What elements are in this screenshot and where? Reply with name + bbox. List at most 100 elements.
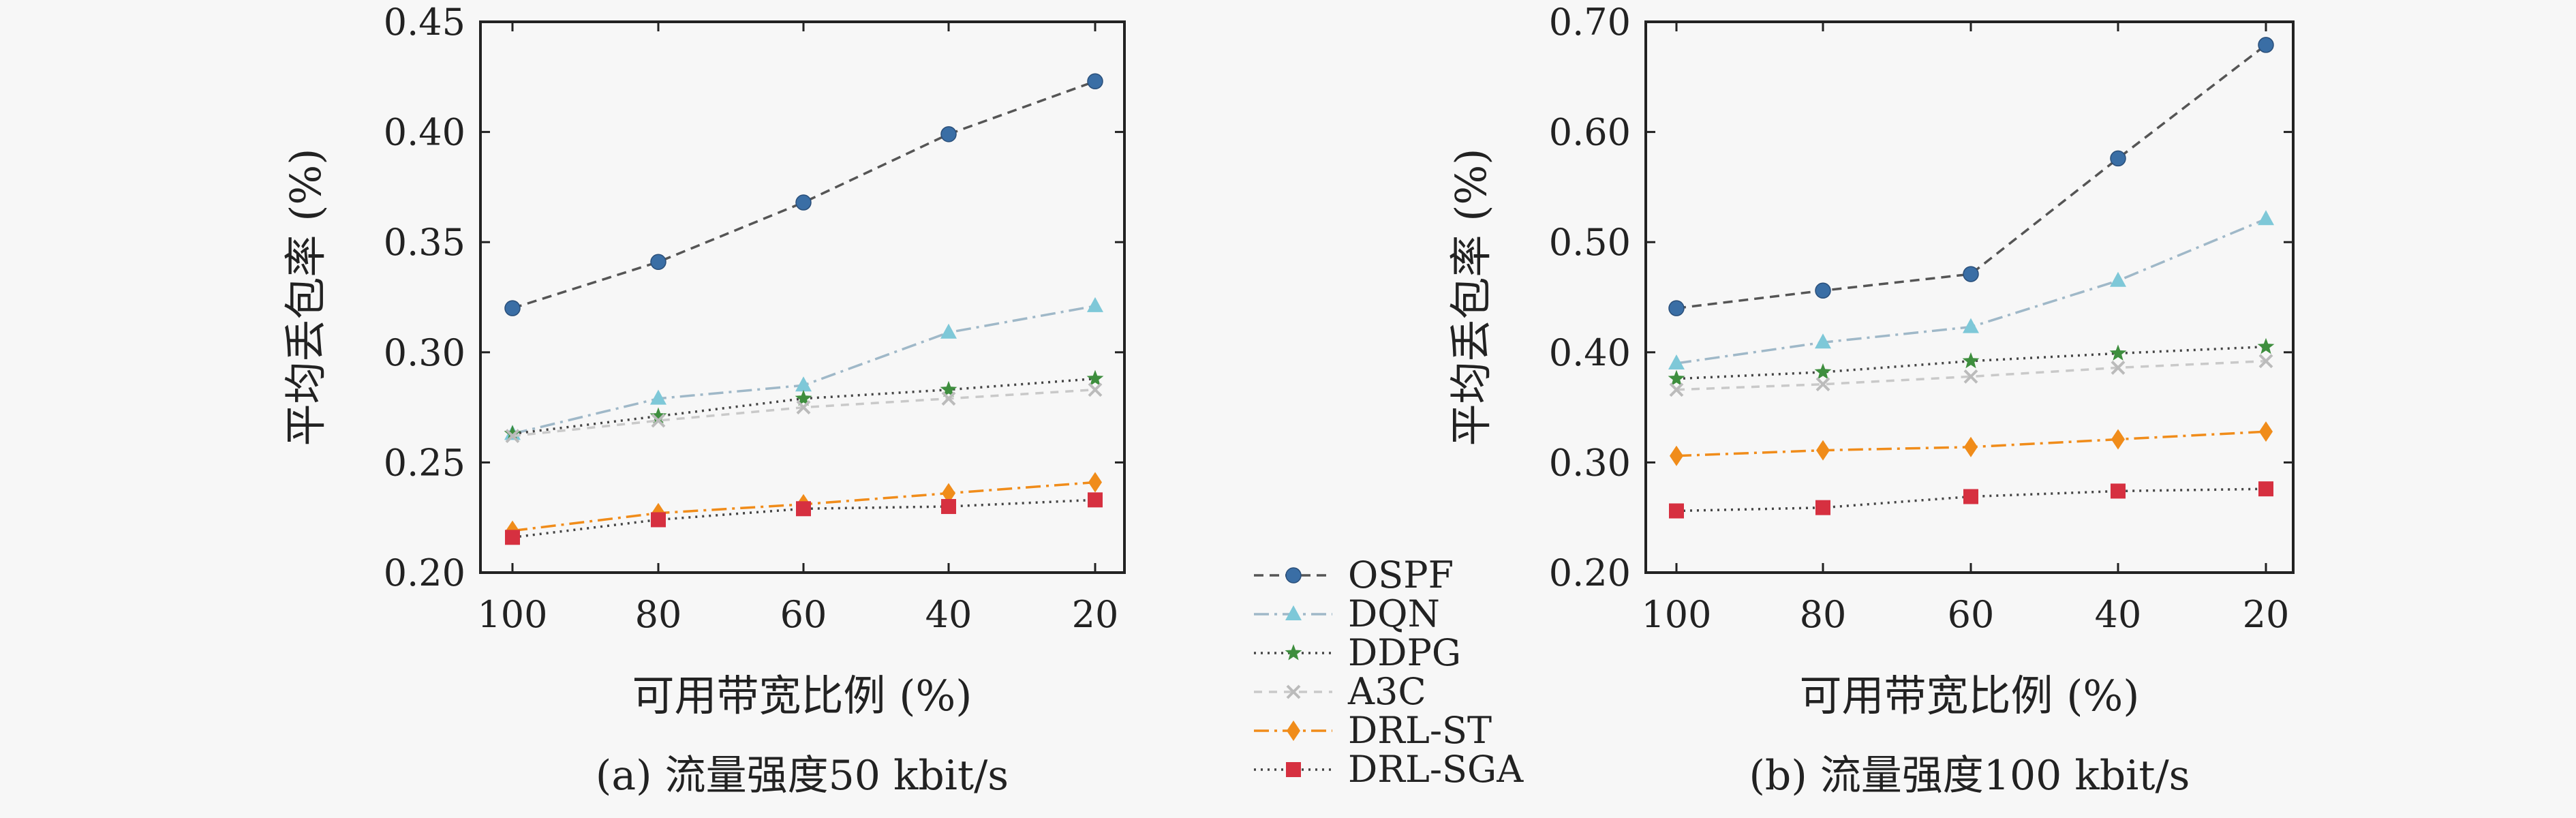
x-axis-label-a: 可用带宽比例 (%) [632,671,972,721]
legend-item-dqn: DQN [1254,592,1440,635]
legend-label: A3C [1347,670,1426,713]
x-tick-label: 40 [925,593,972,636]
data-point-ddpg [504,425,521,441]
data-point-drl-sga [2258,481,2273,497]
data-point-a3c [941,391,956,406]
data-point-ddpg [940,380,957,397]
x-tick-label: 20 [2243,593,2290,636]
data-point-ospf [795,194,812,211]
data-point-ddpg [2109,344,2127,361]
x-tick-label: 60 [780,593,827,636]
data-point-drl-sga [651,512,666,528]
y-tick-label: 0.45 [384,1,465,44]
legend-swatch-marker [1285,567,1302,584]
panel-a: 0.20 0.25 0.30 0.35 0.40 0.45 100 80 60 40 20 可用带宽… [281,1,1126,800]
data-point-drl-sga [2111,483,2126,499]
legend-item-ospf: OSPF [1254,554,1454,596]
legend-label: OSPF [1348,554,1454,596]
x-tick-label: 80 [1800,593,1847,636]
data-point-ddpg [1814,363,1832,380]
data-point-a3c [1088,382,1103,397]
data-point-ddpg [1086,369,1104,387]
data-point-ddpg [2257,337,2275,354]
y-tick-label: 0.50 [1549,221,1631,264]
y-axis-label-b: 平均丢包率 (%) [1446,149,1496,446]
legend-label: DRL-SGA [1348,748,1524,791]
data-point-dqn [1087,297,1103,312]
data-point-a3c [2111,361,2126,375]
y-tick-label: 0.70 [1549,1,1631,44]
legend-swatch-marker [1287,721,1300,741]
series-line-a3c [1676,359,2267,391]
legend-swatch-marker [1286,762,1301,777]
series-line-ospf [1676,44,2267,309]
data-point-ospf [1668,300,1685,316]
data-point-dqn [2110,271,2126,287]
data-point-drl-sga [505,530,520,545]
data-point-drl-st [1964,436,1978,457]
data-point-drl-st [2111,429,2125,450]
legend-swatch-marker [1285,605,1302,620]
y-tick-label: 0.25 [384,441,465,484]
data-point-ddpg [795,389,812,406]
x-tick-label: 40 [2095,593,2142,636]
ticks-b: 0.20 0.30 0.40 0.50 0.60 0.70 100 80 60 40 20 [1549,1,2293,636]
data-point-drl-sga [796,501,811,517]
data-point-dqn [795,376,812,392]
x-tick-label: 100 [477,593,547,636]
caption-b: (b) 流量强度100 kbit/s [1749,752,2190,800]
series-b [1668,37,2275,519]
legend-item-ddpg: DDPG [1254,631,1461,674]
x-tick-label: 20 [1072,593,1119,636]
data-point-a3c [505,429,520,444]
y-tick-label: 0.40 [1549,331,1631,374]
data-point-drl-sga [941,499,956,515]
data-point-ospf [940,126,957,142]
x-tick-label: 60 [1948,593,1995,636]
data-point-drl-sga [1963,489,1978,504]
y-tick-label: 0.20 [1549,551,1631,594]
data-point-drl-sga [1815,500,1830,515]
series-line-ospf [512,80,1096,309]
x-axis-label-b: 可用带宽比例 (%) [1800,671,2140,721]
data-point-drl-sga [1088,492,1103,508]
data-point-a3c [2258,354,2273,369]
y-tick-label: 0.40 [384,111,465,154]
data-point-a3c [1963,369,1978,384]
y-tick-label: 0.20 [384,551,465,594]
data-point-a3c [1815,377,1830,392]
data-point-ddpg [1962,352,1980,369]
data-point-drl-st [1816,440,1830,461]
series-a [504,73,1104,545]
data-point-a3c [1669,382,1684,397]
legend-item-a3c: A3C [1254,670,1426,713]
y-tick-label: 0.30 [384,331,465,374]
legend-swatch-marker [1285,644,1302,661]
legend-label: DRL-ST [1348,709,1492,752]
data-point-drl-st [2259,421,2273,442]
x-tick-label: 100 [1641,593,1711,636]
data-point-drl-st [1088,472,1102,493]
legend-label: DQN [1348,592,1440,635]
data-point-drl-st [942,483,955,504]
panel-b: 0.20 0.30 0.40 0.50 0.60 0.70 100 80 60 40 20 可用带宽… [1446,1,2295,800]
legend-swatch-marker [1286,684,1301,699]
x-tick-label: 80 [635,593,682,636]
data-point-ddpg [649,407,667,423]
y-tick-label: 0.30 [1549,441,1631,484]
data-point-dqn [1963,318,1979,333]
data-point-ospf [650,254,666,271]
data-point-dqn [1815,333,1831,349]
data-point-dqn [1668,354,1685,369]
ticks-a: 0.20 0.25 0.30 0.35 0.40 0.45 100 80 60 40 20 [384,1,1124,636]
y-tick-label: 0.60 [1549,111,1631,154]
data-point-a3c [651,413,666,428]
data-point-ospf [504,300,521,316]
data-point-dqn [650,389,666,405]
caption-a: (a) 流量强度50 kbit/s [596,752,1009,800]
data-point-a3c [796,400,811,415]
legend-item-drl-sga: DRL-SGA [1254,748,1524,791]
data-point-ospf [1087,73,1103,90]
